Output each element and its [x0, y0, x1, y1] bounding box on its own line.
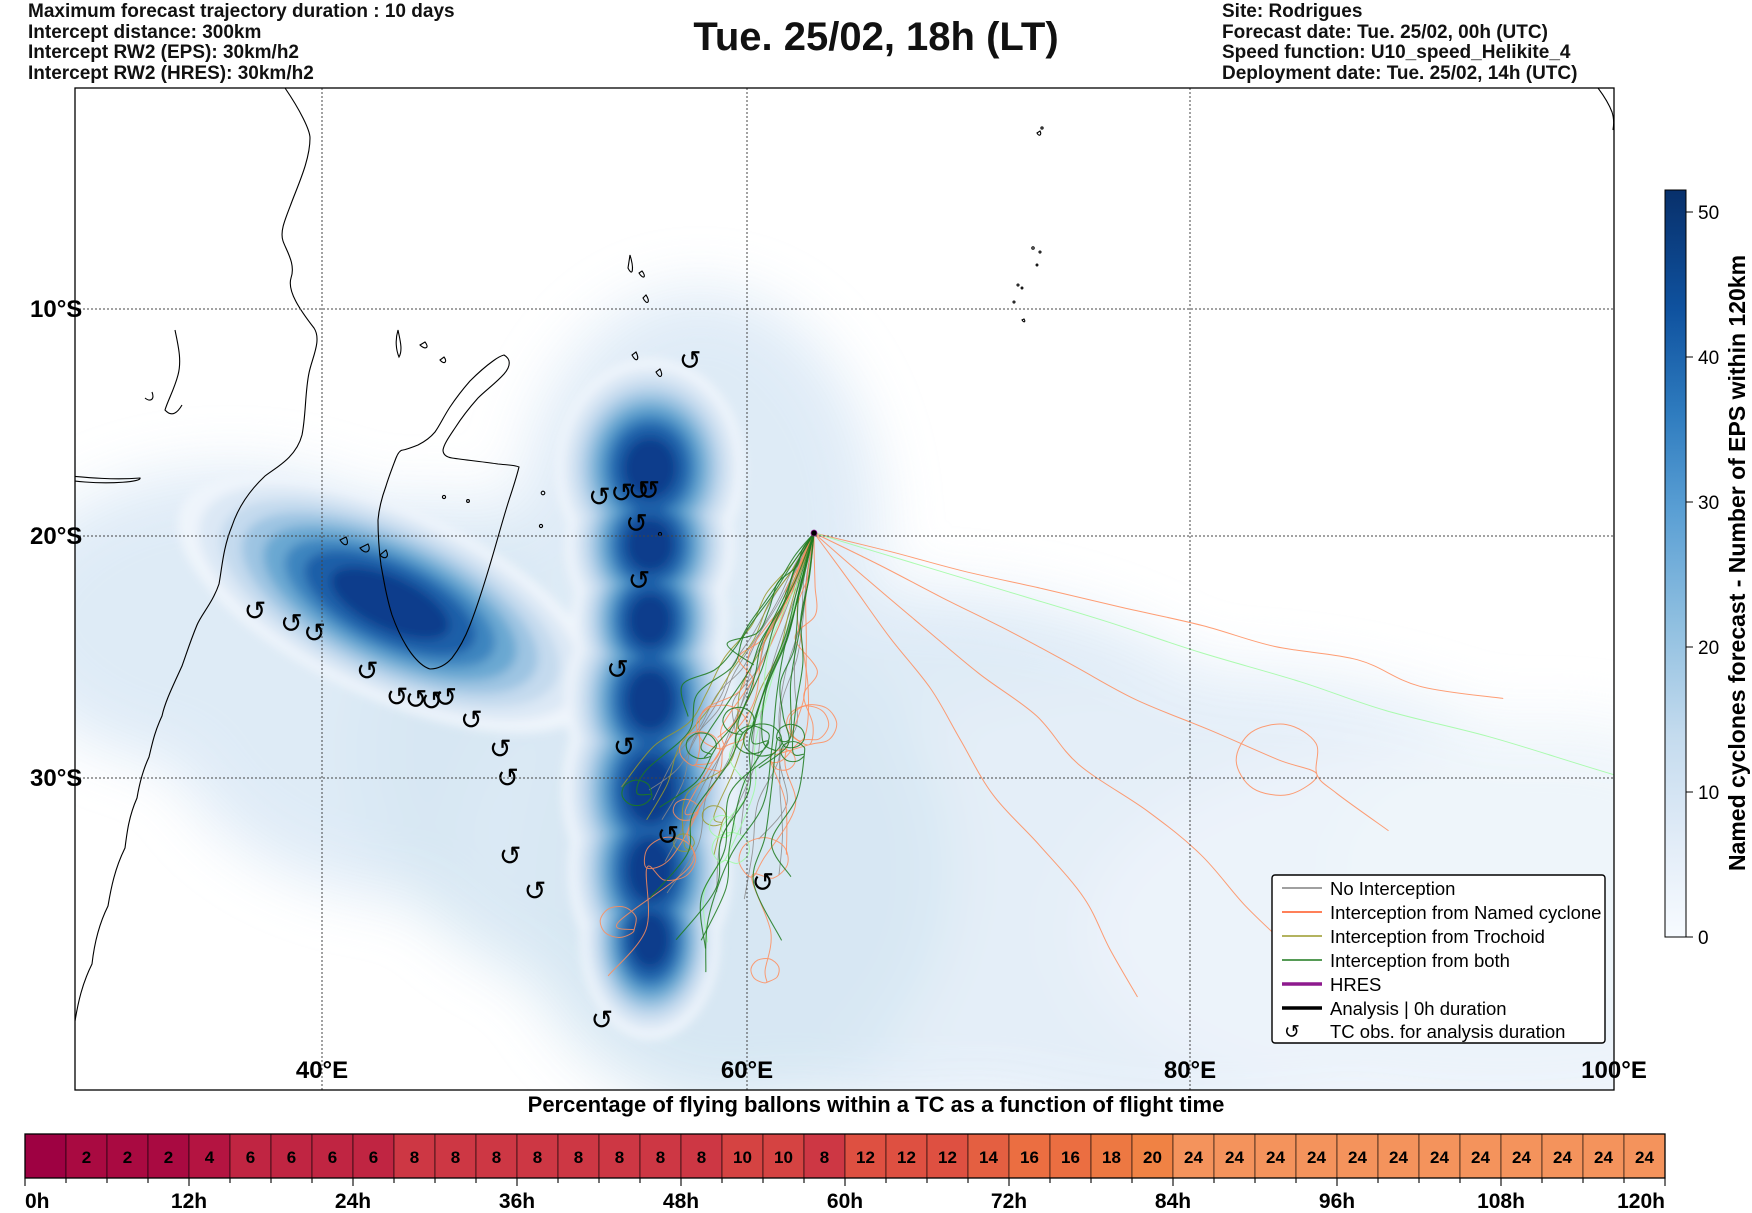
- svg-text:10°S: 10°S: [30, 296, 82, 323]
- svg-text:2: 2: [82, 1148, 91, 1167]
- svg-text:8: 8: [697, 1148, 706, 1167]
- svg-text:20°S: 20°S: [30, 523, 82, 550]
- svg-text:40: 40: [1698, 348, 1719, 369]
- svg-text:14: 14: [979, 1148, 998, 1167]
- svg-text:24h: 24h: [335, 1190, 371, 1213]
- svg-text:↺: ↺: [628, 565, 651, 595]
- svg-text:↺: ↺: [460, 705, 483, 735]
- svg-text:Interception from Named cyclon: Interception from Named cyclone: [1330, 902, 1601, 923]
- svg-text:TC obs. for analysis duration: TC obs. for analysis duration: [1330, 1021, 1565, 1042]
- svg-text:10: 10: [774, 1148, 793, 1167]
- svg-text:12: 12: [897, 1148, 916, 1167]
- svg-text:↺: ↺: [752, 868, 775, 898]
- svg-text:24: 24: [1348, 1148, 1367, 1167]
- svg-text:Named cyclones forecast - Numb: Named cyclones forecast - Number of EPS …: [1724, 255, 1750, 871]
- svg-text:8: 8: [451, 1148, 460, 1167]
- svg-text:10: 10: [733, 1148, 752, 1167]
- svg-text:12: 12: [856, 1148, 875, 1167]
- svg-text:16: 16: [1020, 1148, 1039, 1167]
- svg-text:24: 24: [1184, 1148, 1203, 1167]
- svg-text:Percentage of flying ballons w: Percentage of flying ballons within a TC…: [528, 1092, 1225, 1117]
- svg-text:20: 20: [1698, 638, 1719, 659]
- svg-text:18: 18: [1102, 1148, 1121, 1167]
- svg-text:↺: ↺: [679, 346, 702, 376]
- svg-text:2: 2: [123, 1148, 132, 1167]
- svg-text:↺: ↺: [591, 1005, 614, 1035]
- svg-text:↺: ↺: [606, 655, 629, 685]
- svg-text:24: 24: [1266, 1148, 1285, 1167]
- svg-text:↺: ↺: [356, 656, 379, 686]
- svg-text:↺: ↺: [588, 482, 611, 512]
- svg-text:60h: 60h: [827, 1190, 863, 1213]
- svg-text:96h: 96h: [1319, 1190, 1355, 1213]
- svg-text:6: 6: [369, 1148, 378, 1167]
- svg-text:48h: 48h: [663, 1190, 699, 1213]
- svg-text:Interception from Trochoid: Interception from Trochoid: [1330, 926, 1545, 947]
- svg-text:No Interception: No Interception: [1330, 878, 1455, 899]
- svg-text:30: 30: [1698, 493, 1719, 514]
- svg-text:8: 8: [820, 1148, 829, 1167]
- svg-text:8: 8: [656, 1148, 665, 1167]
- svg-text:30°S: 30°S: [30, 765, 82, 792]
- svg-text:8: 8: [574, 1148, 583, 1167]
- svg-text:108h: 108h: [1477, 1190, 1525, 1213]
- svg-text:0: 0: [1698, 928, 1709, 949]
- svg-text:36h: 36h: [499, 1190, 535, 1213]
- svg-text:84h: 84h: [1155, 1190, 1191, 1213]
- svg-text:8: 8: [492, 1148, 501, 1167]
- svg-text:8: 8: [615, 1148, 624, 1167]
- svg-text:16: 16: [1061, 1148, 1080, 1167]
- svg-text:20: 20: [1143, 1148, 1162, 1167]
- svg-text:0h: 0h: [25, 1190, 50, 1213]
- svg-text:↺: ↺: [244, 596, 267, 626]
- svg-text:↺: ↺: [625, 508, 648, 538]
- svg-text:72h: 72h: [991, 1190, 1027, 1213]
- svg-text:↺: ↺: [657, 821, 680, 851]
- svg-text:24: 24: [1594, 1148, 1613, 1167]
- svg-text:100°E: 100°E: [1581, 1057, 1647, 1084]
- svg-text:↺: ↺: [280, 608, 303, 638]
- svg-text:120h: 120h: [1617, 1190, 1665, 1213]
- svg-text:12h: 12h: [171, 1190, 207, 1213]
- svg-text:12: 12: [938, 1148, 957, 1167]
- svg-text:50: 50: [1698, 203, 1719, 224]
- svg-text:2: 2: [164, 1148, 173, 1167]
- svg-text:24: 24: [1512, 1148, 1531, 1167]
- svg-text:8: 8: [533, 1148, 542, 1167]
- svg-text:Interception from both: Interception from both: [1330, 950, 1510, 971]
- svg-text:↺: ↺: [638, 475, 661, 505]
- svg-text:24: 24: [1307, 1148, 1326, 1167]
- svg-text:24: 24: [1553, 1148, 1572, 1167]
- svg-text:4: 4: [205, 1148, 215, 1167]
- svg-text:↺: ↺: [524, 876, 547, 906]
- svg-text:24: 24: [1471, 1148, 1490, 1167]
- svg-text:Analysis | 0h duration: Analysis | 0h duration: [1330, 998, 1507, 1019]
- svg-text:6: 6: [328, 1148, 337, 1167]
- svg-text:↺: ↺: [499, 841, 522, 871]
- svg-text:80°E: 80°E: [1164, 1057, 1216, 1084]
- svg-text:8: 8: [410, 1148, 419, 1167]
- svg-text:6: 6: [246, 1148, 255, 1167]
- svg-text:24: 24: [1225, 1148, 1244, 1167]
- svg-text:24: 24: [1430, 1148, 1449, 1167]
- svg-text:10: 10: [1698, 783, 1719, 804]
- svg-text:↺: ↺: [1284, 1022, 1300, 1043]
- svg-text:24: 24: [1635, 1148, 1654, 1167]
- svg-text:↺: ↺: [434, 683, 457, 713]
- svg-text:↺: ↺: [489, 734, 512, 764]
- svg-text:HRES: HRES: [1330, 974, 1381, 995]
- svg-text:↺: ↺: [613, 732, 636, 762]
- svg-text:40°E: 40°E: [296, 1057, 348, 1084]
- svg-text:24: 24: [1389, 1148, 1408, 1167]
- svg-text:60°E: 60°E: [721, 1057, 773, 1084]
- svg-text:6: 6: [287, 1148, 296, 1167]
